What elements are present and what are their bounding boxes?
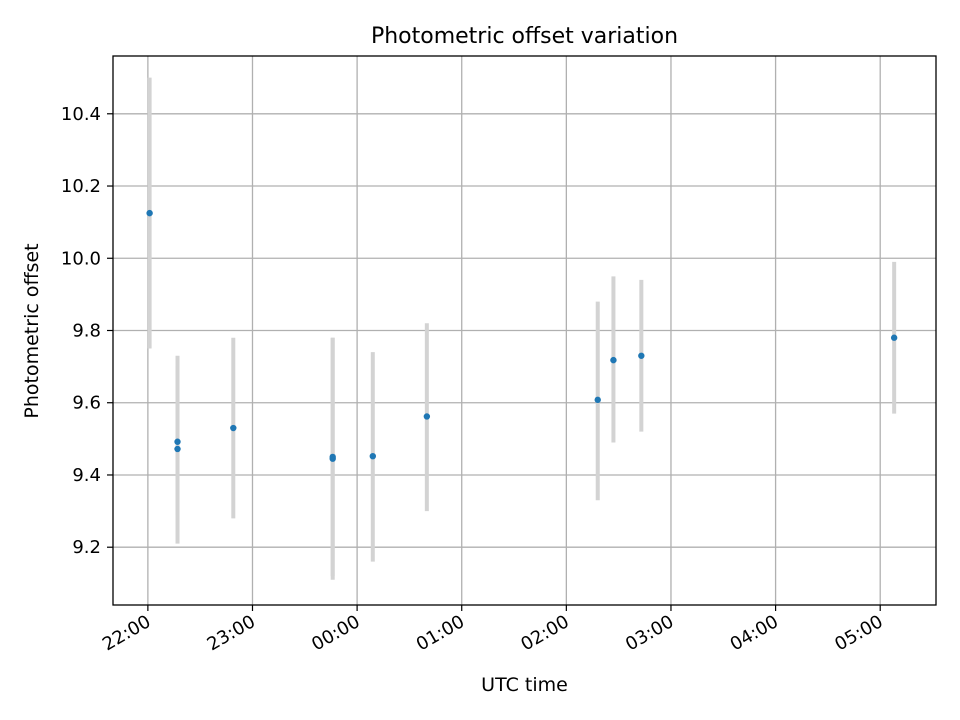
y-tick-label: 9.2 — [72, 537, 101, 558]
x-tick-label: 02:00 — [517, 611, 572, 655]
chart-title: Photometric offset variation — [371, 24, 678, 49]
x-tick-label: 03:00 — [622, 611, 677, 655]
grid — [113, 56, 936, 605]
x-tick-label: 01:00 — [413, 611, 468, 655]
data-point — [174, 438, 181, 445]
x-tick-label: 04:00 — [727, 611, 782, 655]
x-tick-label: 05:00 — [831, 611, 886, 655]
data-point — [146, 209, 153, 217]
data-point — [423, 413, 431, 420]
y-axis-label: Photometric offset — [21, 243, 43, 418]
data-points — [146, 209, 898, 462]
x-axis-label: UTC time — [481, 674, 568, 696]
x-tick-label: 22:00 — [99, 611, 154, 655]
x-axis-ticks: 22:00 23:00 00:00 01:00 02:00 03:00 04:00 05:00 — [99, 605, 887, 655]
y-tick-label: 9.6 — [72, 393, 101, 414]
data-point — [329, 453, 336, 461]
y-axis-ticks: 9.2 9.4 9.6 9.8 10.0 10.2 10.4 — [61, 104, 113, 558]
x-tick-label: 00:00 — [308, 611, 363, 655]
data-point — [890, 334, 898, 341]
data-point — [369, 452, 377, 460]
data-point — [174, 445, 181, 453]
y-tick-label: 10.2 — [61, 176, 101, 197]
data-point — [230, 424, 237, 432]
data-point — [638, 352, 645, 359]
data-point — [610, 356, 617, 364]
y-tick-label: 10.0 — [61, 248, 101, 269]
x-tick-label: 23:00 — [204, 611, 259, 655]
y-tick-label: 9.4 — [72, 465, 101, 486]
y-tick-label: 10.4 — [61, 104, 101, 125]
error-bars — [147, 77, 897, 580]
data-point — [594, 396, 601, 404]
y-tick-label: 9.8 — [72, 321, 101, 342]
